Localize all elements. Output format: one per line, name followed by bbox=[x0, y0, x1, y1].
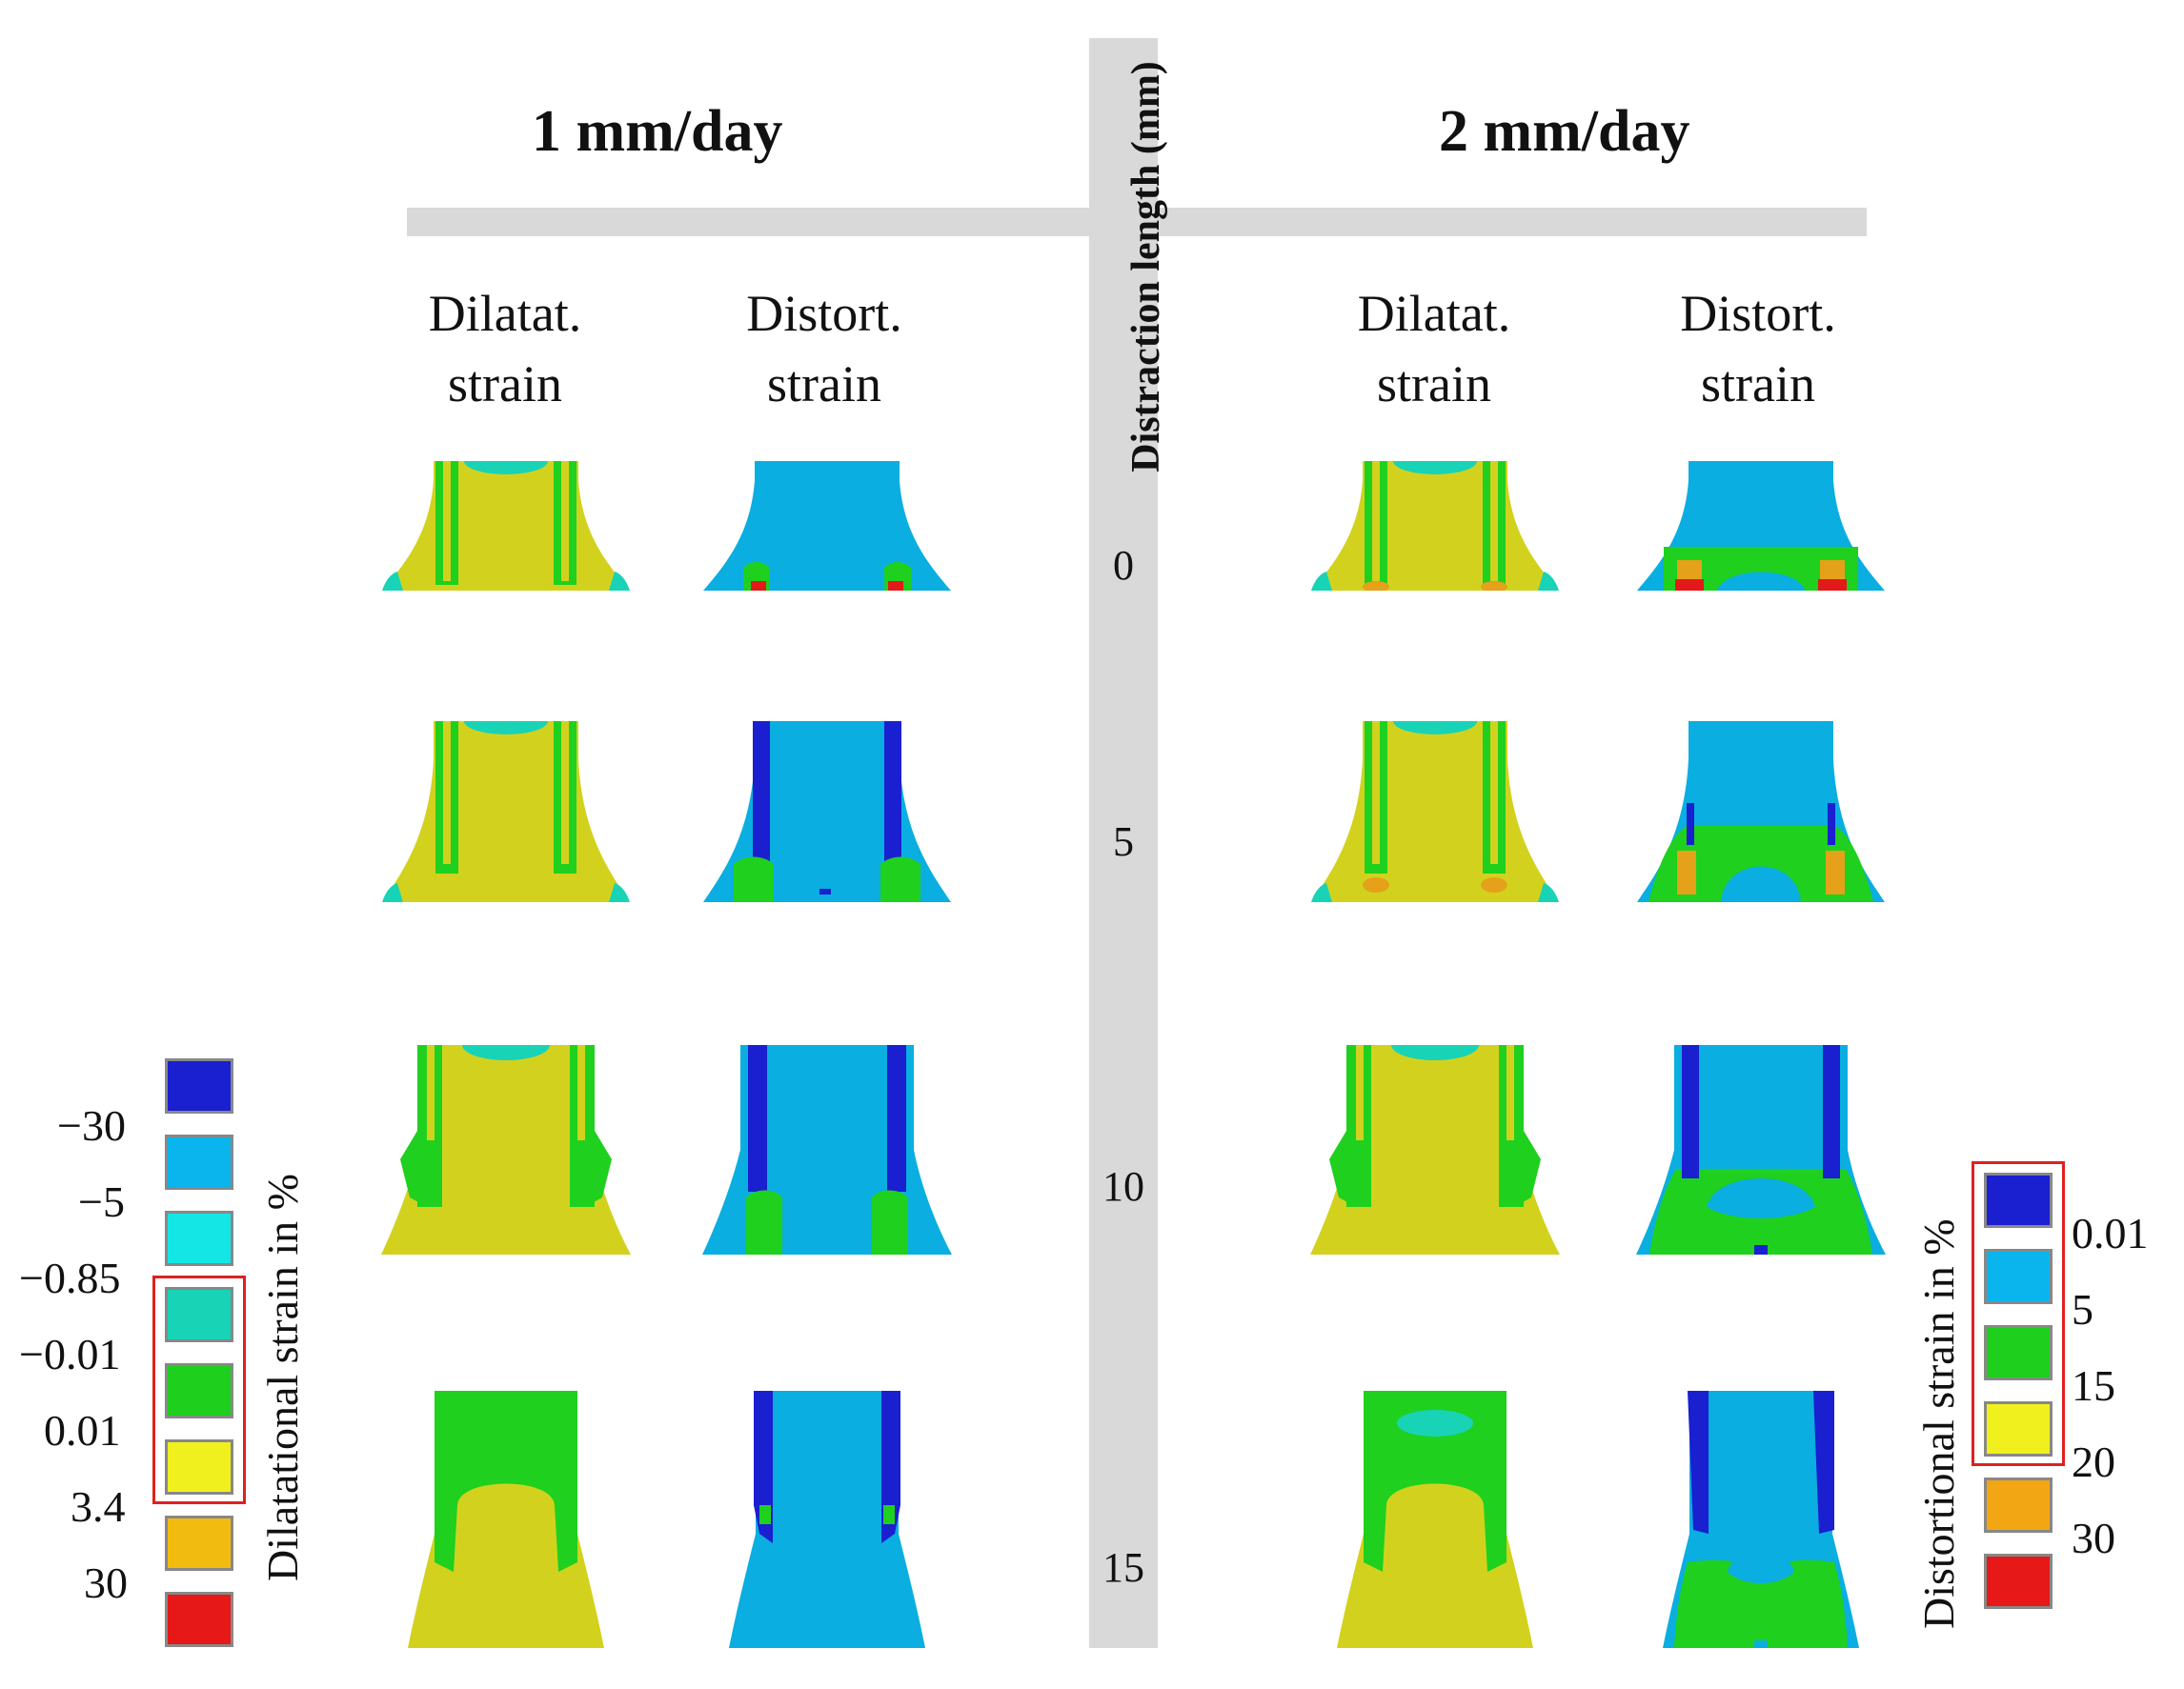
col-header-line2: strain bbox=[1377, 355, 1491, 412]
legend-swatch bbox=[165, 1439, 233, 1495]
legend-tick: 0.01 bbox=[44, 1406, 121, 1455]
legend-swatch bbox=[1984, 1325, 2053, 1380]
legend-tick: −0.85 bbox=[19, 1254, 121, 1302]
legend-swatch bbox=[165, 1135, 233, 1190]
col-header-line2: strain bbox=[1701, 355, 1815, 412]
legend-tick: 20 bbox=[2072, 1438, 2115, 1486]
row-label-0: 0 bbox=[1113, 542, 1134, 589]
legend-tick: 5 bbox=[2072, 1285, 2093, 1334]
panel-2mm-distort-10 bbox=[1636, 1045, 1886, 1255]
panel-1mm-dilat-15 bbox=[400, 1391, 612, 1648]
col-header-distort-right: Distort. strain bbox=[1615, 278, 1901, 419]
col-header-line1: Distort. bbox=[1680, 285, 1836, 342]
legend-tick: 3.4 bbox=[71, 1482, 126, 1531]
col-header-line1: Distort. bbox=[746, 285, 902, 342]
legend-swatch bbox=[1984, 1478, 2053, 1533]
rate-title-2mm: 2 mm/day bbox=[1439, 99, 1690, 164]
legend-swatch bbox=[165, 1058, 233, 1114]
col-header-line2: strain bbox=[767, 355, 881, 412]
legend-tick: −30 bbox=[57, 1101, 126, 1150]
col-header-dilat-right: Dilatat. strain bbox=[1291, 278, 1577, 419]
legend-tick: 0.01 bbox=[2072, 1209, 2149, 1257]
legend-swatch bbox=[165, 1211, 233, 1266]
row-label-5: 5 bbox=[1113, 818, 1134, 865]
legend-title: Distortional strain in % bbox=[1914, 1218, 1963, 1629]
panel-2mm-dilat-0 bbox=[1304, 461, 1567, 591]
vertical-axis-bar bbox=[1089, 38, 1158, 1648]
legend-swatch bbox=[1984, 1401, 2053, 1457]
panel-1mm-dilat-0 bbox=[374, 461, 637, 591]
panel-1mm-dilat-5 bbox=[374, 721, 637, 902]
legend-swatch bbox=[1984, 1173, 2053, 1228]
legend-swatch bbox=[165, 1516, 233, 1571]
legend-highlight-box bbox=[1972, 1161, 2065, 1466]
panel-1mm-distort-15 bbox=[721, 1391, 933, 1648]
legend-tick: 30 bbox=[84, 1558, 128, 1607]
legend-highlight-box bbox=[152, 1276, 246, 1504]
col-header-dilat-left: Dilatat. strain bbox=[362, 278, 648, 419]
legend-swatch bbox=[165, 1287, 233, 1342]
panel-2mm-dilat-15 bbox=[1329, 1391, 1541, 1648]
axis-title: Distraction length (mm) bbox=[1124, 61, 1168, 473]
panel-1mm-dilat-10 bbox=[381, 1045, 631, 1255]
legend-title: Dilatational strain in % bbox=[258, 1174, 307, 1581]
legend-tick: 15 bbox=[2072, 1361, 2115, 1410]
panel-2mm-distort-5 bbox=[1629, 721, 1892, 902]
row-label-15: 15 bbox=[1102, 1544, 1144, 1591]
col-header-distort-left: Distort. strain bbox=[681, 278, 967, 419]
panel-1mm-distort-0 bbox=[696, 461, 959, 591]
legend-swatch bbox=[1984, 1249, 2053, 1304]
col-header-line1: Dilatat. bbox=[1357, 285, 1511, 342]
legend-swatch bbox=[1984, 1554, 2053, 1609]
rate-title-1mm: 1 mm/day bbox=[532, 99, 783, 164]
panel-1mm-distort-5 bbox=[696, 721, 959, 902]
legend-tick: 30 bbox=[2072, 1514, 2115, 1562]
col-header-line1: Dilatat. bbox=[428, 285, 582, 342]
legend-tick: −5 bbox=[78, 1177, 125, 1226]
panel-2mm-dilat-10 bbox=[1310, 1045, 1560, 1255]
col-header-line2: strain bbox=[448, 355, 562, 412]
panel-2mm-dilat-5 bbox=[1304, 721, 1567, 902]
panel-2mm-distort-15 bbox=[1655, 1391, 1867, 1648]
legend-swatch bbox=[165, 1363, 233, 1418]
panel-2mm-distort-0 bbox=[1629, 461, 1892, 591]
legend-swatch bbox=[165, 1592, 233, 1647]
row-label-10: 10 bbox=[1102, 1163, 1144, 1210]
legend-tick: −0.01 bbox=[19, 1330, 121, 1378]
panel-1mm-distort-10 bbox=[702, 1045, 952, 1255]
